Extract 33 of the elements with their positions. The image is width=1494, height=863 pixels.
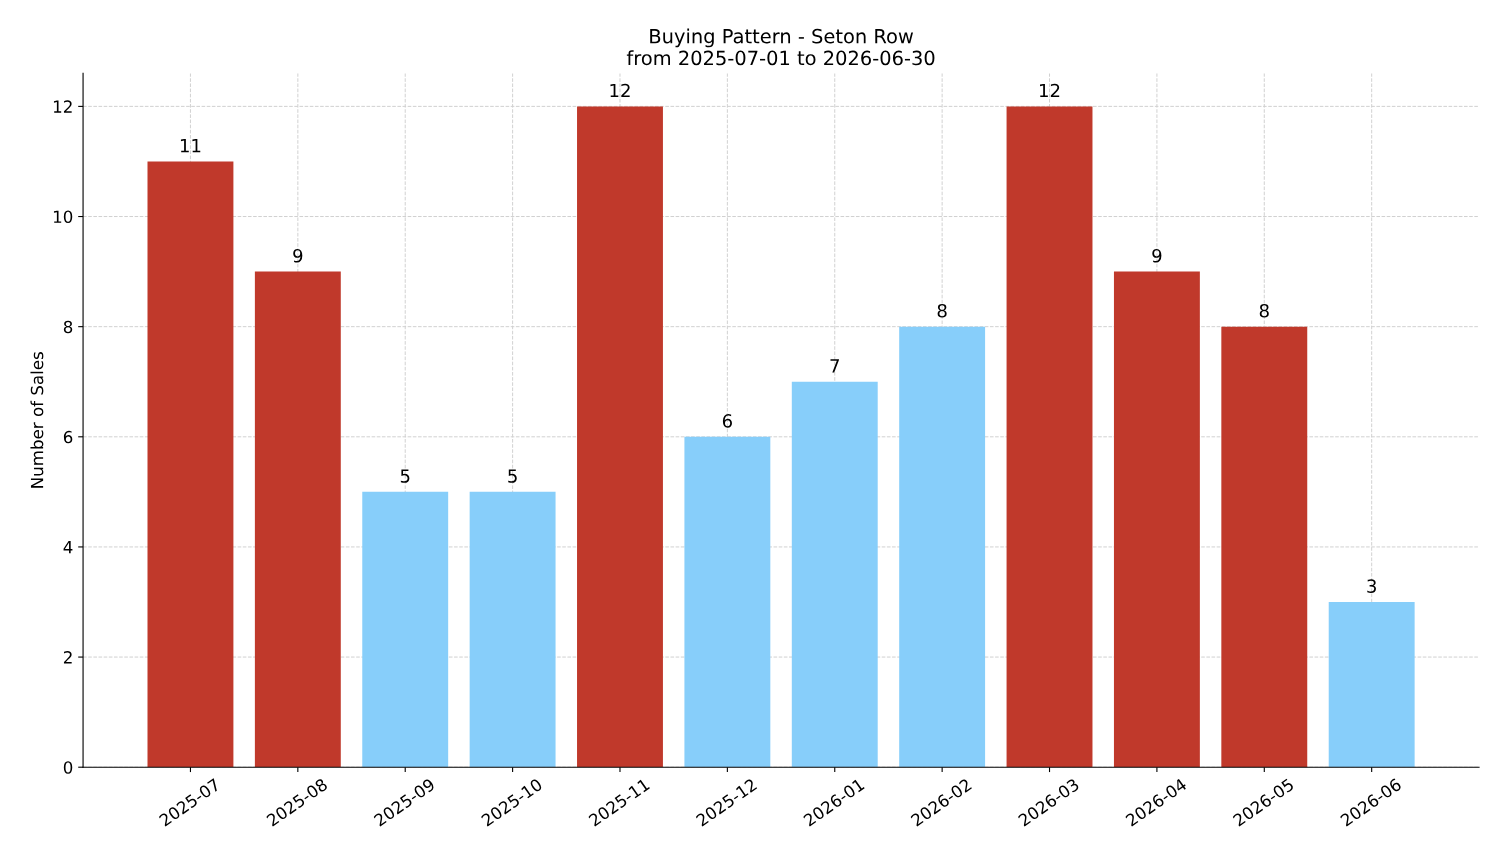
y-tick-label: 12 [53, 100, 72, 113]
y-tick-label: 2 [63, 651, 72, 664]
data-label: 3 [1367, 579, 1376, 593]
y-tick-label: 10 [53, 210, 73, 224]
data-label: 9 [1152, 248, 1162, 263]
bar [1328, 602, 1415, 768]
bar [469, 491, 556, 768]
data-label: 6 [722, 414, 732, 428]
bar [254, 271, 341, 768]
bar [684, 436, 771, 768]
bar [791, 381, 878, 768]
chart-title: Buying Pattern - Seton Row from 2025-07-01 to 2026-06-30 [626, 28, 935, 66]
bar [1113, 271, 1200, 768]
y-tick-label: 8 [63, 320, 73, 334]
data-label: 8 [1259, 303, 1269, 318]
y-tick-label: 0 [63, 761, 73, 774]
bar [899, 326, 986, 768]
data-label: 5 [400, 469, 410, 483]
data-label: 8 [937, 303, 947, 318]
y-tick-label: 4 [63, 541, 73, 554]
data-label: 7 [830, 359, 839, 373]
bar [362, 491, 449, 768]
data-label: 5 [508, 469, 517, 483]
bar [1221, 326, 1308, 768]
y-tick-label: 6 [63, 430, 73, 444]
y-axis-title: Number of Sales [30, 352, 44, 488]
bar [1006, 106, 1093, 768]
data-label: 9 [293, 248, 303, 263]
bar [577, 106, 663, 768]
bar [147, 161, 234, 768]
data-label: 12 [1040, 83, 1060, 98]
data-label: 11 [180, 138, 201, 153]
data-label: 12 [610, 83, 630, 98]
